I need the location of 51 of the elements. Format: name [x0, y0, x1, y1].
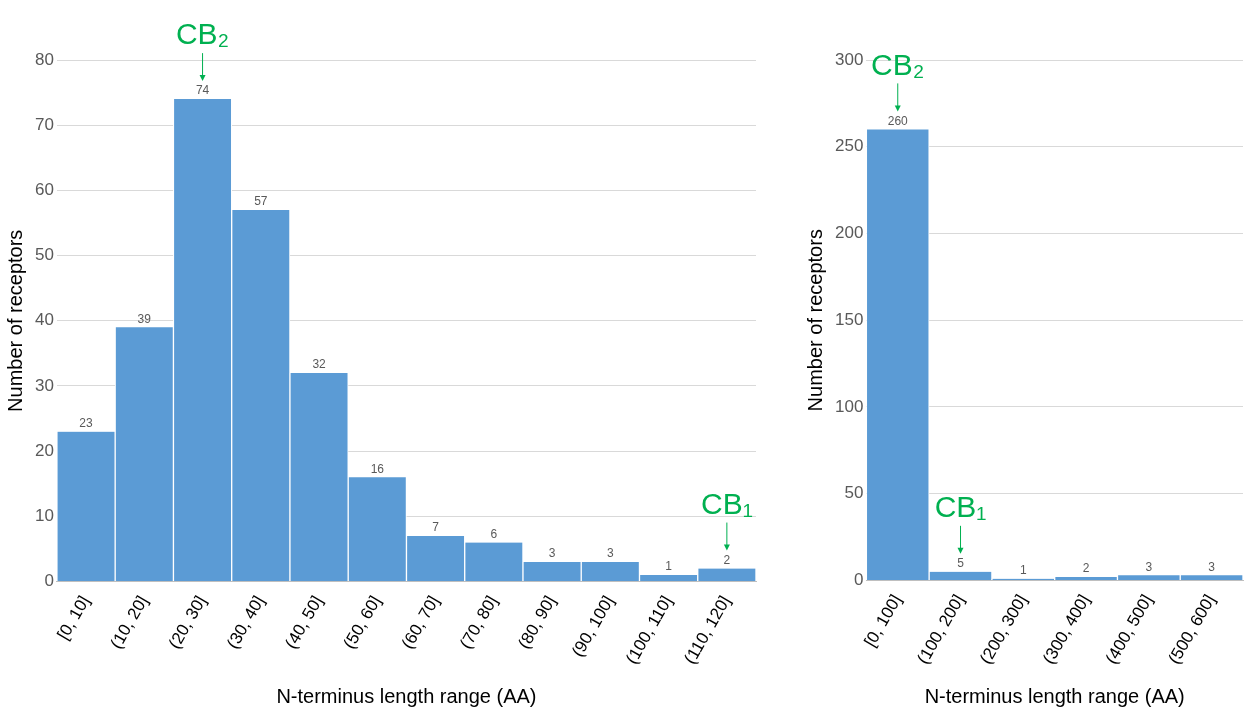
data-label: 2	[1082, 561, 1090, 576]
data-label: 3	[1208, 559, 1216, 574]
y-tick-label: 30	[34, 375, 54, 395]
data-label: 74	[195, 83, 210, 98]
data-label: 1	[1019, 563, 1027, 578]
data-label: 16	[370, 461, 385, 476]
data-label: 3	[1145, 559, 1153, 574]
y-tick-label: 0	[44, 571, 54, 591]
y-tick-label: 150	[834, 309, 864, 329]
x-tick-label: (30, 40]	[223, 592, 269, 652]
annotation: CB₂	[871, 47, 925, 81]
y-tick-label: 50	[34, 245, 54, 265]
data-label: 23	[79, 415, 94, 430]
data-label: 7	[432, 520, 440, 535]
data-label: 39	[137, 311, 152, 326]
data-label: 3	[607, 546, 615, 561]
x-tick-label: (50, 60]	[339, 592, 385, 652]
y-axis-title: Number of receptors	[3, 229, 26, 412]
x-axis-title: N-terminus length range (AA)	[276, 684, 537, 707]
y-tick-label: 200	[834, 223, 864, 243]
data-label: 32	[312, 357, 327, 372]
data-label: 1	[665, 559, 673, 574]
y-tick-label: 50	[844, 483, 864, 503]
y-tick-label: 60	[34, 180, 54, 200]
y-tick-label: 80	[34, 49, 54, 69]
x-tick-label: (10, 20]	[106, 592, 152, 652]
data-label: 6	[490, 526, 498, 541]
x-tick-label: (70, 80]	[456, 592, 502, 652]
y-tick-label: 250	[834, 136, 864, 156]
x-tick-label: (20, 30]	[164, 592, 211, 652]
annotation: CB₂	[175, 17, 230, 51]
x-tick-label: [0, 10]	[53, 592, 94, 643]
y-axis-title: Number of receptors	[803, 229, 826, 412]
x-tick-label: (80, 90]	[514, 592, 560, 652]
y-tick-label: 10	[34, 506, 54, 526]
y-tick-label: 300	[834, 49, 864, 69]
data-label: 2	[723, 552, 731, 567]
y-tick-label: 100	[834, 396, 864, 416]
y-tick-label: 20	[34, 440, 54, 460]
data-label: 3	[548, 546, 556, 561]
y-tick-label: 40	[34, 310, 54, 330]
x-tick-label: (60, 70]	[397, 592, 444, 652]
x-axis-title: N-terminus length range (AA)	[924, 684, 1185, 707]
annotation: CB₁	[934, 490, 987, 524]
y-tick-label: 0	[853, 570, 864, 590]
data-label: 260	[887, 113, 909, 128]
y-tick-label: 70	[34, 114, 54, 134]
x-tick-label: (40, 50]	[281, 592, 327, 652]
annotation: CB₁	[700, 486, 753, 520]
data-label: 5	[957, 556, 965, 571]
data-label: 57	[254, 194, 268, 209]
